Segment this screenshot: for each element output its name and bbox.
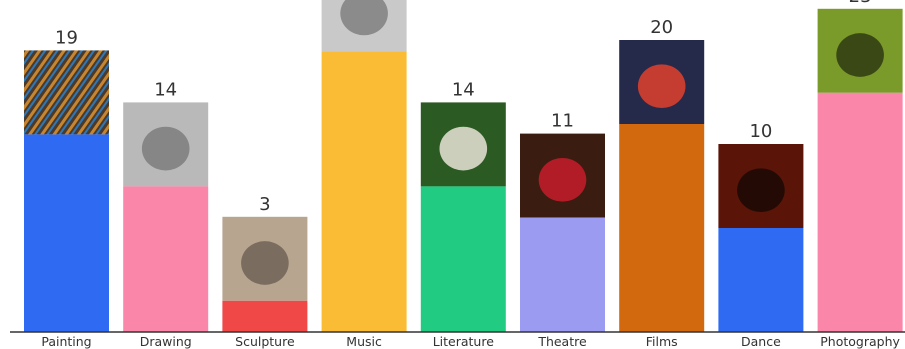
category-label-films: Films bbox=[646, 334, 678, 349]
value-label-drawing: 14 bbox=[154, 79, 177, 100]
bar-drawing bbox=[123, 186, 209, 332]
value-label-painting: 19 bbox=[55, 27, 78, 48]
theatre-stage-icon bbox=[520, 133, 605, 218]
category-label-theatre: Theatre bbox=[537, 334, 587, 349]
value-label-films: 20 bbox=[650, 17, 673, 38]
dancers-icon bbox=[718, 144, 804, 228]
category-label-painting: Painting bbox=[41, 334, 91, 349]
bar-theatre bbox=[520, 217, 605, 332]
film-camera-icon bbox=[619, 40, 705, 124]
bar-sculpture bbox=[222, 300, 308, 332]
category-label-literature: Literature bbox=[433, 334, 495, 349]
pencil-sketch-icon bbox=[123, 102, 209, 187]
category-label-music: Music bbox=[346, 334, 382, 349]
bar-literature bbox=[420, 186, 506, 332]
category-label-photography: Photography bbox=[820, 334, 900, 349]
bar-dance bbox=[718, 228, 804, 332]
value-label-sculpture: 3 bbox=[259, 194, 270, 215]
fountain-statue-icon bbox=[222, 216, 308, 301]
open-book-icon bbox=[420, 102, 506, 187]
category-label-dance: Dance bbox=[741, 334, 781, 349]
paint-brushes-icon bbox=[24, 50, 109, 135]
bar-photography bbox=[817, 92, 903, 332]
category-label-drawing: Drawing bbox=[140, 334, 192, 349]
value-label-theatre: 11 bbox=[551, 111, 574, 132]
nature-photo-icon bbox=[817, 8, 903, 93]
bar-music bbox=[321, 51, 407, 332]
category-label-sculpture: Sculpture bbox=[235, 334, 295, 349]
bar-films bbox=[619, 124, 705, 332]
bar-painting bbox=[24, 134, 109, 332]
value-label-dance: 10 bbox=[749, 121, 772, 142]
value-label-literature: 14 bbox=[452, 79, 475, 100]
value-label-photography: 23 bbox=[849, 0, 872, 7]
sheet-music-icon bbox=[321, 0, 407, 52]
